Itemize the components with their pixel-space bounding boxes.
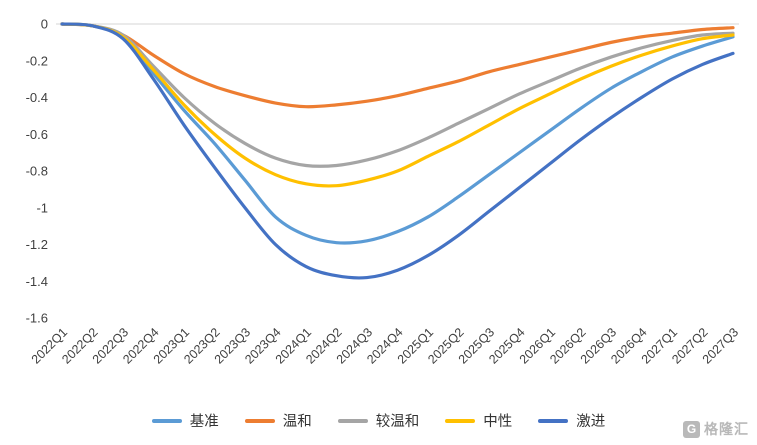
legend-label-neutral: 中性 [483,414,513,430]
legend-swatch-baseline [151,418,182,423]
legend-item-neutral: 中性 [445,410,512,431]
legend-label-mild: 温和 [282,414,312,430]
legend-swatch-mild [244,418,275,423]
series-line-0 [60,22,735,245]
y-axis-tick-label: 0 [41,17,48,32]
legend-item-aggressive: 激进 [538,410,605,431]
legend-swatch-relatively-mild [337,418,368,423]
y-axis-tick-label: -1.2 [26,237,48,252]
series-line-3 [60,22,735,188]
y-axis-tick-label: -0.6 [26,127,48,142]
legend-label-baseline: 基准 [189,414,219,430]
series-line-2 [60,22,735,168]
legend-swatch-neutral [445,418,476,423]
y-axis-tick-label: -1 [36,200,48,215]
y-axis-tick-label: -1.4 [26,274,48,289]
line-chart-plot: 0-0.2-0.4-0.6-0.8-1-1.2-1.4-1.62022Q1202… [26,17,742,367]
gelonghui-logo-icon: G [683,420,700,438]
y-axis-tick-label: -0.8 [26,164,48,179]
legend-item-mild: 温和 [244,410,312,431]
chart-legend: 基准 温和 较温和 中性 激进 [0,410,757,431]
watermark-text: 格隆汇 [704,421,749,437]
y-axis-tick-label: -1.6 [26,311,48,326]
gelonghui-watermark: G 格隆汇 [683,419,749,439]
legend-label-aggressive: 激进 [576,414,606,430]
legend-item-relatively-mild: 较温和 [337,410,420,431]
legend-swatch-aggressive [538,418,569,423]
series-line-4 [60,22,735,280]
y-axis-tick-label: -0.4 [26,90,48,105]
y-axis-tick-label: -0.2 [26,53,48,68]
series-line-1 [60,22,735,109]
legend-item-baseline: 基准 [151,410,219,431]
legend-label-relatively-mild: 较温和 [375,414,420,430]
